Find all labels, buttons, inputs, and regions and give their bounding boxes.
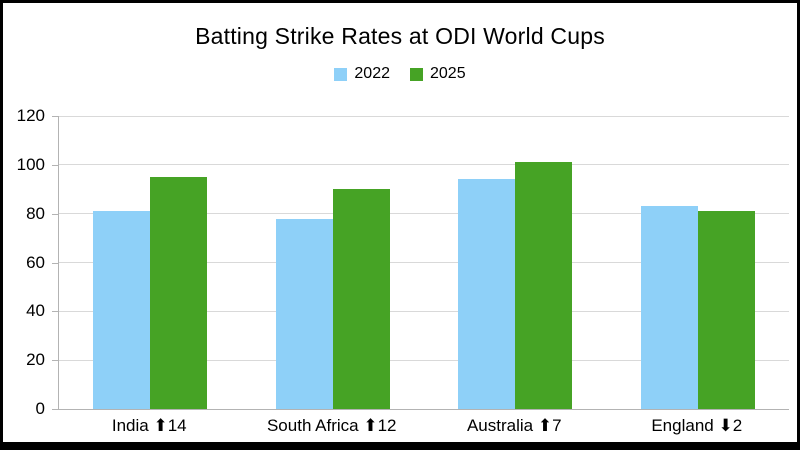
legend-swatch-2022: [334, 67, 348, 81]
bar-2025-1: [332, 189, 390, 409]
bar-2022-3: [640, 206, 698, 409]
plot-area: [58, 115, 789, 410]
y-axis-tick-label: 80: [26, 203, 45, 223]
y-axis-tick-mark: [52, 262, 58, 264]
legend-item-2022: 2022: [334, 65, 390, 83]
y-axis-tick-label: 0: [35, 399, 45, 418]
y-axis: 0 20 40 60 80 100 120: [3, 106, 58, 418]
legend-item-2025: 2025: [410, 65, 466, 83]
bar-2025-3: [697, 211, 755, 409]
gridline: [59, 359, 789, 361]
y-axis-tick-label: 100: [16, 154, 45, 174]
y-axis-tick-mark: [52, 116, 58, 117]
x-axis-label: India ⬆14: [111, 416, 187, 435]
legend-label: 2022: [354, 65, 390, 82]
legend-label: 2025: [430, 65, 466, 82]
gridline: [59, 262, 789, 263]
y-axis-tick-mark: [52, 164, 58, 166]
y-axis-tick-label: 120: [16, 106, 45, 125]
y-axis-tick-label: 40: [26, 301, 45, 321]
y-axis-tick-mark: [52, 213, 58, 215]
x-axis-label: England ⬇2: [651, 416, 743, 435]
bar-2022-1: [275, 218, 333, 409]
gridline: [59, 164, 789, 166]
x-axis-label: South Africa ⬆12: [266, 416, 397, 435]
gridline: [59, 213, 789, 215]
gridline: [59, 310, 789, 312]
bar-2022-2: [458, 179, 516, 409]
legend: 2022 2025: [3, 65, 797, 83]
x-axis: India ⬆14 South Africa ⬆12 Australia ⬆7 Eng…: [58, 416, 788, 442]
y-axis-tick-label: 60: [26, 252, 45, 272]
x-axis-label: Australia ⬆7: [466, 416, 562, 435]
legend-swatch-2025: [410, 67, 423, 81]
gridline: [59, 115, 789, 117]
chart-title: Batting Strike Rates at ODI World Cups: [195, 23, 605, 49]
y-axis-tick-label: 20: [26, 350, 45, 370]
bar-2025-0: [150, 177, 208, 409]
bar-2025-2: [515, 162, 573, 409]
y-axis-tick-mark: [52, 360, 58, 362]
y-axis-tick-mark: [52, 311, 58, 313]
y-axis-tick-mark: [52, 409, 58, 410]
bar-2022-0: [93, 211, 151, 409]
